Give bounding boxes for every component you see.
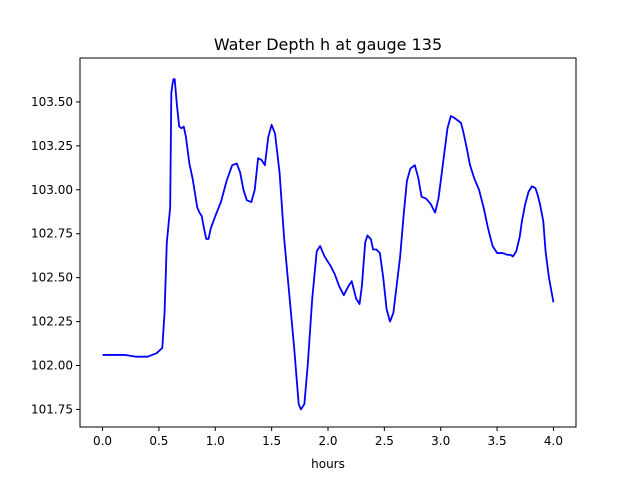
y-axis: 101.75 102.00 102.25 102.50 102.75 103.00 103.… [31,95,80,416]
x-tick-label: 4.0 [544,434,563,448]
y-tick-label: 102.25 [31,315,73,329]
x-tick-label: 3.0 [431,434,450,448]
plot-area [102,78,555,411]
x-tick-label: 1.5 [262,434,281,448]
x-tick-label: 2.0 [318,434,337,448]
x-tick-label: 2.5 [375,434,394,448]
series-line-0 [102,78,555,411]
x-tick-label: 0.5 [149,434,168,448]
axes-frame [79,57,577,428]
x-axis: 0.0 0.5 1.0 1.5 2.0 2.5 3.0 3.5 4.0 [93,427,563,448]
y-tick-label: 102.00 [31,359,73,373]
y-tick-label: 102.75 [31,227,73,241]
y-tick-label: 103.00 [31,183,73,197]
x-tick-label: 3.5 [488,434,507,448]
chart-title: Water Depth h at gauge 135 [214,35,442,54]
y-tick-label: 102.50 [31,271,73,285]
x-axis-label: hours [311,457,345,471]
x-tick-label: 1.0 [206,434,225,448]
y-tick-label: 103.25 [31,139,73,153]
x-tick-label: 0.0 [93,434,112,448]
y-tick-label: 103.50 [31,95,73,109]
y-tick-label: 101.75 [31,402,73,416]
